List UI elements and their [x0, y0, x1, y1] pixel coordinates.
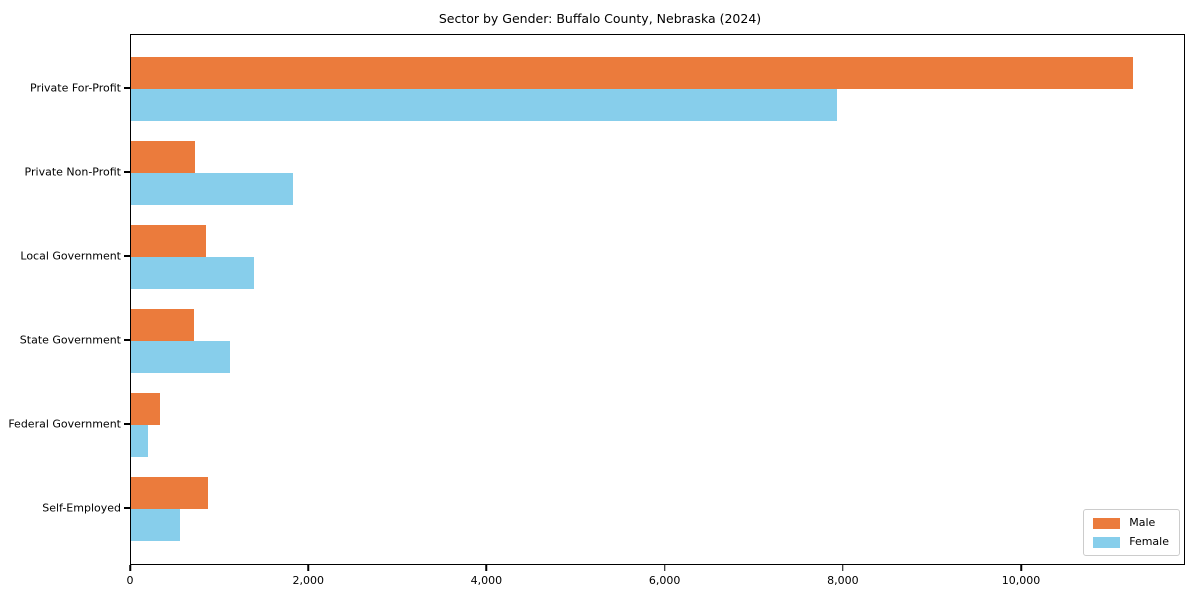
category-label: Private Non-Profit — [24, 165, 121, 179]
male-bar — [131, 141, 196, 173]
legend-label-male: Male — [1129, 516, 1156, 529]
female-bar — [131, 257, 254, 289]
female-bar — [131, 341, 230, 373]
y-axis-tick — [124, 339, 130, 341]
female-bar — [131, 425, 148, 457]
legend-label-female: Female — [1129, 535, 1169, 548]
y-axis-tick — [124, 255, 130, 257]
category-row — [131, 47, 1184, 131]
y-axis-tick — [124, 171, 130, 173]
category-row — [131, 467, 1184, 551]
category-row — [131, 215, 1184, 299]
x-axis-tick — [663, 565, 666, 571]
category-label: Private For-Profit — [30, 81, 121, 95]
category-label: Self-Employed — [42, 501, 121, 515]
x-axis-tick-label: 8,000 — [827, 574, 859, 587]
x-axis-tick — [485, 565, 488, 571]
legend: Male Female — [1083, 509, 1180, 556]
x-axis-tick — [129, 565, 131, 571]
male-bar — [131, 477, 209, 509]
x-axis-tick-label: 10,000 — [1001, 574, 1041, 587]
female-bar — [131, 173, 293, 205]
male-bar — [131, 393, 160, 425]
category-row — [131, 131, 1184, 215]
category-row — [131, 383, 1184, 467]
category-label: State Government — [19, 333, 121, 347]
male-bar — [131, 57, 1134, 89]
x-axis-tick — [1020, 565, 1022, 571]
plot-area: Male Female — [130, 34, 1185, 565]
category-label: Federal Government — [8, 417, 121, 431]
y-axis-tick — [124, 87, 130, 89]
chart-title: Sector by Gender: Buffalo County, Nebras… — [438, 11, 762, 26]
female-bar — [131, 89, 838, 121]
x-axis-tick-label: 6,000 — [648, 574, 681, 587]
y-axis-tick — [124, 423, 130, 425]
legend-item: Male — [1093, 517, 1169, 529]
category-label: Local Government — [20, 249, 121, 263]
x-axis-tick-label: 4,000 — [470, 574, 503, 587]
x-axis-tick — [842, 565, 844, 571]
male-bar — [131, 225, 206, 257]
legend-swatch-female — [1093, 536, 1121, 548]
category-row — [131, 299, 1184, 383]
male-bar — [131, 309, 195, 341]
x-axis-tick-label: 2,000 — [292, 574, 324, 587]
y-axis-tick — [124, 507, 130, 509]
legend-item: Female — [1093, 536, 1169, 548]
x-axis-tick — [307, 565, 309, 571]
x-axis-tick-label: 0 — [126, 574, 134, 587]
legend-swatch-male — [1093, 517, 1121, 529]
female-bar — [131, 509, 180, 541]
